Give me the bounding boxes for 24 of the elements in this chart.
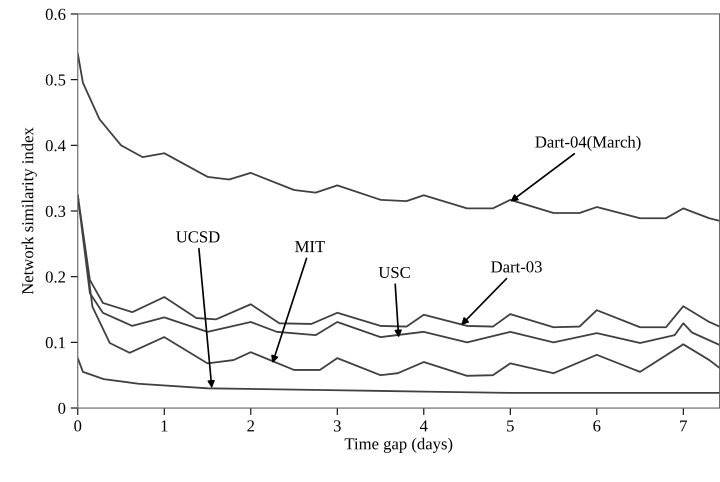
x-tick-label: 5 bbox=[507, 420, 514, 432]
x-tick-label: 0 bbox=[74, 420, 82, 432]
y-tick-label: 0.1 bbox=[46, 337, 65, 348]
line-series bbox=[78, 52, 720, 222]
annotation: Dart-03 bbox=[491, 261, 542, 272]
x-tick-label: 2 bbox=[247, 420, 254, 432]
line-series bbox=[78, 357, 720, 394]
y-tick-label: 0.2 bbox=[46, 271, 66, 283]
annotation: UCSD bbox=[176, 231, 220, 242]
y-tick-label: 0.3 bbox=[46, 206, 66, 218]
x-tick-label: 4 bbox=[420, 420, 428, 432]
annotation: MIT bbox=[295, 241, 325, 252]
y-axis-title: Network similarity index bbox=[22, 127, 37, 294]
y-tick-label: 0.6 bbox=[46, 8, 66, 20]
x-tick-label: 6 bbox=[593, 420, 600, 432]
y-tick-label: 0 bbox=[58, 402, 66, 414]
x-tick-label: 1 bbox=[162, 420, 168, 432]
x-tick-label: 3 bbox=[334, 420, 341, 432]
y-tick-label: 0.5 bbox=[46, 74, 66, 86]
y-tick-label: 0.4 bbox=[46, 140, 66, 152]
annotation: Dart-04(March) bbox=[535, 136, 641, 152]
annotation: USC bbox=[378, 266, 410, 278]
x-tick-label: 7 bbox=[680, 420, 687, 432]
x-axis-title: Time gap (days) bbox=[344, 438, 452, 453]
